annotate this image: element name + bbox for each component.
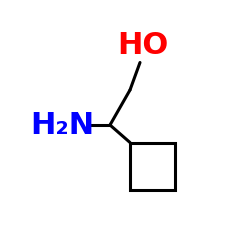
Text: HO: HO [117,30,168,60]
Text: H₂N: H₂N [30,110,94,140]
